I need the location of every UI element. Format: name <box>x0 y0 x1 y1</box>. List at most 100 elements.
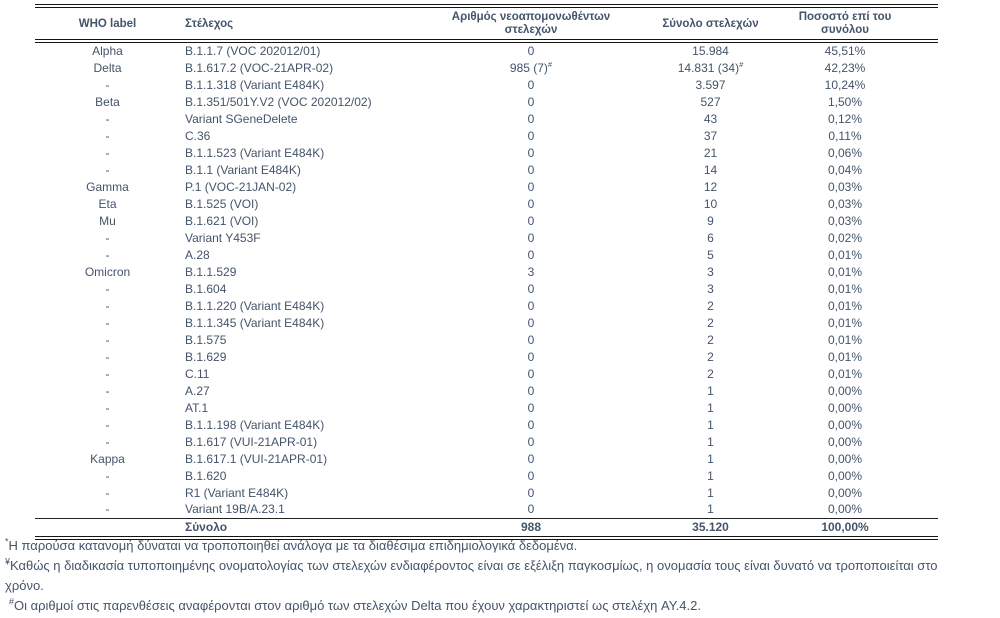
cell-strain: B.1.1.198 (Variant E484K) <box>185 417 325 432</box>
cell-percent: 0,01% <box>827 247 863 262</box>
variants-table: WHO label Στέλεχος Αριθμός νεοαπομονωθέν… <box>35 4 938 540</box>
cell-new-isolates: 0 <box>527 417 535 432</box>
cell-percent: 0,01% <box>827 366 863 381</box>
cell-new-isolates: 985 (7)# <box>509 59 553 75</box>
footnote: ¥Καθώς η διαδικασία τυποποιημένης ονοματ… <box>5 556 963 596</box>
cell-percent: 0,00% <box>827 468 863 483</box>
cell-new-isolates: 0 <box>527 77 535 92</box>
cell-strain: B.1.1 (Variant E484K) <box>185 162 301 177</box>
table-row: - C.36 0 37 0,11% <box>35 127 938 144</box>
cell-who: - <box>105 417 110 432</box>
table-row: - B.1.604 0 3 0,01% <box>35 280 938 297</box>
table-row: - AT.1 0 1 0,00% <box>35 399 938 416</box>
cell-strain: B.1.351/501Y.V2 (VOC 202012/02) <box>185 94 372 109</box>
cell-percent: 0,03% <box>827 196 863 211</box>
cell-strain: B.1.1.318 (Variant E484K) <box>185 77 325 92</box>
total-cell-total: 35.120 <box>617 517 790 540</box>
cell-total: 14.831 (34)# <box>677 59 744 75</box>
cell-who: Mu <box>99 213 116 228</box>
cell-new-isolates: 0 <box>527 451 535 466</box>
total-row: Σύνολο 988 35.120 100,00% <box>35 517 938 540</box>
cell-total: 2 <box>707 349 714 364</box>
table-row: Mu B.1.621 (VOI) 0 9 0,03% <box>35 212 938 229</box>
cell-percent: 0,00% <box>827 451 863 466</box>
cell-who: - <box>105 145 110 160</box>
table-header: WHO label Στέλεχος Αριθμός νεοαπομονωθέν… <box>35 4 938 43</box>
cell-who: - <box>105 366 110 381</box>
col-header-who-label: WHO label <box>35 4 180 43</box>
cell-total: 9 <box>707 213 714 228</box>
cell-who: - <box>105 332 110 347</box>
cell-new-isolates: 0 <box>527 502 535 517</box>
cell-new-isolates: 0 <box>527 213 535 228</box>
total-cell-new-isolates: 988 <box>445 517 617 540</box>
cell-percent: 0,01% <box>827 332 863 347</box>
cell-total: 21 <box>703 145 718 160</box>
cell-who: - <box>105 400 110 415</box>
cell-percent: 0,01% <box>827 349 863 364</box>
table-row: - B.1.575 0 2 0,01% <box>35 331 938 348</box>
cell-new-isolates: 0 <box>527 179 535 194</box>
cell-who: - <box>105 349 110 364</box>
cell-percent: 0,03% <box>827 179 863 194</box>
cell-total: 1 <box>707 485 714 500</box>
cell-total: 43 <box>703 111 718 126</box>
cell-new-isolates: 0 <box>527 468 535 483</box>
table-row: - A.28 0 5 0,01% <box>35 246 938 263</box>
table-row: - A.27 0 1 0,00% <box>35 382 938 399</box>
cell-total: 527 <box>700 94 721 109</box>
cell-strain: B.1.620 <box>185 468 227 483</box>
cell-percent: 0,00% <box>827 502 863 517</box>
cell-who: Omicron <box>84 264 131 279</box>
cell-strain: B.1.621 (VOI) <box>185 213 259 228</box>
cell-percent: 1,50% <box>827 94 863 109</box>
cell-strain: B.1.617.2 (VOC-21APR-02) <box>185 60 334 75</box>
table-row: - B.1.1.318 (Variant E484K) 0 3.597 10,24% <box>35 76 938 93</box>
cell-who: Eta <box>98 196 117 211</box>
cell-strain: B.1.525 (VOI) <box>185 196 259 211</box>
cell-percent: 10,24% <box>824 77 866 92</box>
cell-percent: 0,03% <box>827 213 863 228</box>
cell-total: 15.984 <box>692 44 729 58</box>
cell-total: 1 <box>707 400 714 415</box>
cell-percent: 0,00% <box>827 400 863 415</box>
cell-who: Kappa <box>90 451 125 466</box>
cell-new-isolates: 0 <box>527 332 535 347</box>
table-row: Omicron B.1.1.529 3 3 0,01% <box>35 263 938 280</box>
cell-who: - <box>105 230 110 245</box>
cell-percent: 0,01% <box>827 315 863 330</box>
footnote-marker: * <box>5 536 9 547</box>
cell-total: 1 <box>707 451 714 466</box>
cell-who: - <box>105 162 110 177</box>
col-header-strain: Στέλεχος <box>180 4 445 43</box>
cell-strain: C.11 <box>185 366 210 381</box>
footnote-marker: # <box>9 596 15 607</box>
cell-who: - <box>105 247 110 262</box>
cell-percent: 42,23% <box>824 60 866 75</box>
cell-total: 14 <box>703 162 718 177</box>
table-row: - Variant 19B/A.23.1 0 1 0,00% <box>35 501 938 518</box>
cell-percent: 0,12% <box>827 111 863 126</box>
cell-who: Delta <box>93 60 122 75</box>
cell-strain: B.1.1.220 (Variant E484K) <box>185 298 325 313</box>
table-row: - B.1.620 0 1 0,00% <box>35 467 938 484</box>
cell-new-isolates: 0 <box>527 434 535 449</box>
cell-strain: AT.1 <box>185 400 209 415</box>
table-row: - B.1.617 (VUI-21APR-01) 0 1 0,00% <box>35 433 938 450</box>
cell-total: 1 <box>707 417 714 432</box>
col-header-percent: Ποσοστό επί του συνόλου <box>790 4 938 43</box>
table-row: - B.1.1.198 (Variant E484K) 0 1 0,00% <box>35 416 938 433</box>
cell-strain: Variant Y453F <box>185 230 261 245</box>
cell-new-isolates: 0 <box>527 485 535 500</box>
col-header-total-strains: Σύνολο στελεχών <box>617 4 790 43</box>
cell-new-isolates: 0 <box>527 44 535 58</box>
footnote-marker: # <box>739 59 744 69</box>
cell-total: 1 <box>707 434 714 449</box>
cell-who: - <box>105 485 110 500</box>
cell-strain: B.1.575 <box>185 332 227 347</box>
cell-new-isolates: 0 <box>527 94 535 109</box>
cell-new-isolates: 0 <box>527 383 535 398</box>
footnote-text: Η παρούσα κατανομή δύναται να τροποποιηθ… <box>8 538 578 553</box>
cell-strain: B.1.629 <box>185 349 227 364</box>
cell-new-isolates: 0 <box>527 196 535 211</box>
